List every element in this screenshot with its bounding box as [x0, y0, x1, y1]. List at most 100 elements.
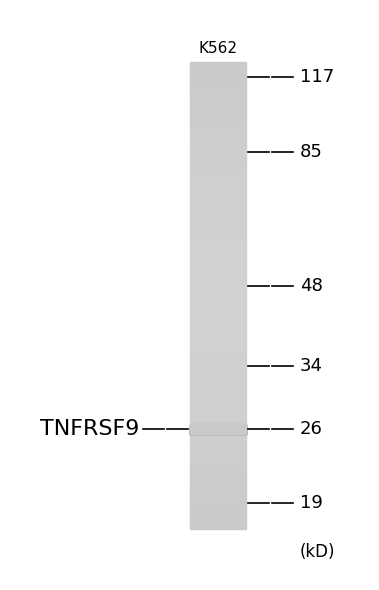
Bar [190, 345, 246, 346]
Bar [190, 183, 246, 185]
Bar [190, 180, 246, 182]
Bar [190, 85, 246, 87]
Text: 26: 26 [300, 420, 323, 438]
Bar [190, 427, 246, 434]
Bar [190, 424, 246, 434]
Bar [190, 428, 246, 429]
Bar [190, 445, 246, 446]
Bar [190, 206, 246, 208]
Bar [190, 526, 246, 527]
Bar [190, 471, 246, 473]
Bar [190, 214, 246, 216]
Bar [190, 367, 246, 368]
Bar [190, 289, 246, 291]
Bar [190, 385, 246, 387]
Bar [190, 433, 246, 434]
Bar [190, 431, 246, 434]
Bar [190, 428, 246, 434]
Bar [190, 67, 246, 68]
Bar [190, 353, 246, 355]
Bar [190, 440, 246, 441]
Bar [190, 522, 246, 524]
Bar [190, 404, 246, 406]
Bar [190, 165, 246, 166]
Bar [190, 169, 246, 171]
Bar [190, 138, 246, 140]
Bar [190, 370, 246, 372]
Bar [190, 124, 246, 126]
Bar [190, 499, 246, 501]
Bar [190, 432, 246, 434]
Bar [190, 476, 246, 477]
Bar [190, 325, 246, 326]
Bar [190, 433, 246, 434]
Bar [190, 104, 246, 106]
Bar [190, 301, 246, 303]
Bar [190, 113, 246, 115]
Bar [190, 448, 246, 449]
Bar [190, 485, 246, 487]
Bar [190, 121, 246, 123]
Bar [190, 71, 246, 73]
Bar [190, 297, 246, 299]
Bar [190, 186, 246, 188]
Bar [190, 438, 246, 440]
Bar [190, 482, 246, 483]
Bar [190, 106, 246, 107]
Bar [190, 432, 246, 434]
Bar [190, 110, 246, 112]
Bar [190, 118, 246, 119]
Bar [190, 189, 246, 191]
Bar [190, 130, 246, 132]
Bar [190, 394, 246, 395]
Bar [190, 205, 246, 206]
Bar [190, 126, 246, 127]
Text: K562: K562 [199, 41, 237, 56]
Bar [190, 466, 246, 468]
Bar [190, 197, 246, 199]
Bar [190, 368, 246, 370]
Bar [190, 77, 246, 79]
Bar [190, 480, 246, 482]
Bar [190, 435, 246, 437]
Bar [190, 91, 246, 93]
Bar [190, 115, 246, 116]
Bar [190, 382, 246, 384]
Bar [190, 253, 246, 255]
Bar [190, 158, 246, 160]
Bar [190, 255, 246, 257]
Bar [190, 192, 246, 194]
Bar [190, 395, 246, 396]
Bar [190, 428, 246, 434]
Bar [190, 174, 246, 175]
Bar [190, 415, 246, 417]
Bar [190, 219, 246, 221]
Bar [190, 323, 246, 325]
Bar [190, 497, 246, 499]
Bar [190, 261, 246, 263]
Bar [190, 465, 246, 466]
Bar [190, 487, 246, 488]
Bar [190, 411, 246, 412]
Bar [190, 384, 246, 385]
Bar [190, 245, 246, 247]
Bar [190, 399, 246, 401]
Bar [190, 204, 246, 205]
Bar [190, 350, 246, 351]
Bar [190, 346, 246, 348]
Bar [190, 494, 246, 496]
Bar [190, 443, 246, 445]
Bar [190, 340, 246, 342]
Bar [190, 90, 246, 91]
Bar [190, 185, 246, 186]
Bar [190, 281, 246, 283]
Bar [190, 402, 246, 404]
Bar [190, 434, 246, 435]
Bar [190, 228, 246, 230]
Bar [190, 304, 246, 306]
Bar [190, 149, 246, 150]
Bar [190, 479, 246, 480]
Bar [190, 430, 246, 434]
Bar [190, 490, 246, 491]
Bar [190, 427, 246, 434]
